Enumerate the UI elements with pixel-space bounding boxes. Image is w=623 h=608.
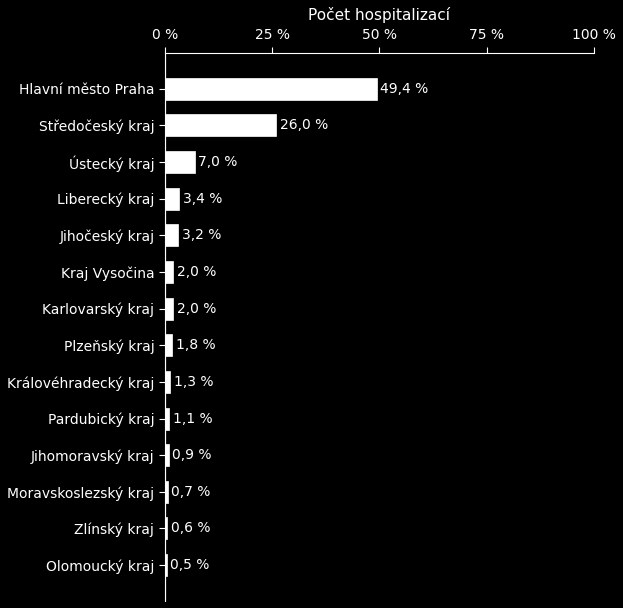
Bar	[164, 407, 169, 429]
Text: 0,7 %: 0,7 %	[171, 485, 211, 499]
Bar	[164, 297, 173, 320]
Text: 49,4 %: 49,4 %	[380, 81, 429, 95]
X-axis label: Počet hospitalizací: Počet hospitalizací	[308, 7, 450, 23]
Bar	[164, 371, 170, 393]
Bar	[164, 554, 167, 576]
Text: 2,0 %: 2,0 %	[177, 265, 216, 279]
Text: 0,6 %: 0,6 %	[171, 522, 210, 536]
Text: 1,3 %: 1,3 %	[174, 375, 213, 389]
Bar	[164, 114, 277, 136]
Bar	[164, 481, 168, 503]
Text: 26,0 %: 26,0 %	[280, 119, 328, 133]
Bar	[164, 444, 169, 466]
Bar	[164, 517, 168, 539]
Bar	[164, 334, 173, 356]
Text: 1,8 %: 1,8 %	[176, 338, 216, 352]
Text: 0,5 %: 0,5 %	[170, 558, 210, 572]
Bar	[164, 151, 195, 173]
Bar	[164, 188, 179, 210]
Text: 2,0 %: 2,0 %	[177, 302, 216, 316]
Bar	[164, 261, 173, 283]
Text: 1,1 %: 1,1 %	[173, 412, 212, 426]
Bar	[164, 224, 178, 246]
Text: 3,4 %: 3,4 %	[183, 192, 222, 206]
Bar	[164, 78, 377, 100]
Text: 3,2 %: 3,2 %	[182, 228, 221, 242]
Text: 0,9 %: 0,9 %	[172, 448, 212, 462]
Text: 7,0 %: 7,0 %	[198, 155, 237, 169]
